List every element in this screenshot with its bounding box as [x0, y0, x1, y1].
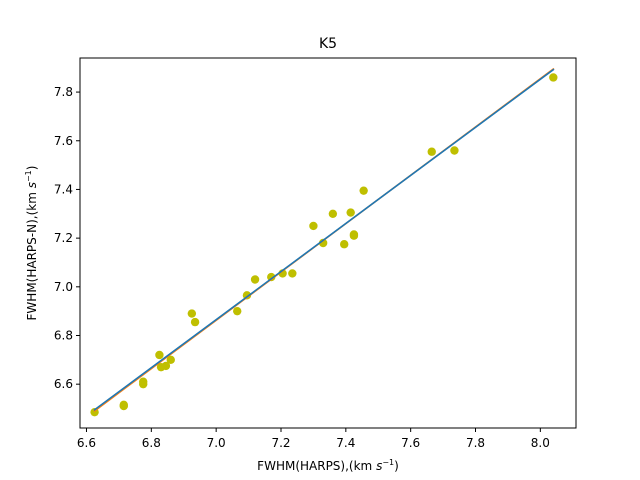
data-point [450, 146, 459, 155]
x-axis-ticks: 6.6 6.8 7.0 7.2 7.4 7.6 7.8 8.0 [77, 428, 550, 450]
data-point [309, 221, 318, 231]
y-axis-label-text: FWHM(HARPS-N),(km [25, 188, 39, 320]
data-point [328, 209, 338, 218]
x-tick-label: 7.2 [271, 436, 290, 450]
data-point [346, 208, 355, 217]
data-point [359, 186, 368, 195]
y-axis-label-unit: s [25, 182, 39, 188]
x-axis-label-close: ) [394, 459, 399, 473]
data-point [155, 350, 164, 360]
data-point [288, 269, 297, 278]
data-point [233, 306, 242, 316]
data-point [161, 361, 171, 371]
x-tick-label: 8.0 [531, 436, 550, 450]
x-axis-label-text: FWHM(HARPS),(km [257, 459, 376, 473]
y-tick-label: 6.8 [54, 329, 73, 343]
data-point [250, 275, 260, 284]
x-tick-label: 6.8 [142, 436, 161, 450]
data-point [187, 309, 197, 318]
data-point [119, 401, 128, 411]
data-point [349, 231, 359, 240]
y-axis-label-close: ) [25, 166, 39, 171]
fit-line [93, 68, 555, 411]
y-tick-label: 7.6 [54, 134, 73, 148]
x-tick-label: 6.6 [77, 436, 96, 450]
y-tick-label: 7.2 [54, 231, 73, 245]
y-axis-label-exponent: −1 [24, 170, 33, 182]
data-point [340, 240, 349, 249]
x-axis-label: FWHM(HARPS),(km s−1) [257, 458, 399, 473]
x-tick-label: 7.4 [336, 436, 355, 450]
data-point [190, 317, 200, 327]
data-point [166, 355, 175, 365]
plot-area [90, 67, 558, 417]
x-tick-label: 7.6 [401, 436, 420, 450]
y-tick-label: 7.8 [54, 85, 73, 99]
y-axis-label: FWHM(HARPS-N),(km s−1) [24, 166, 39, 321]
x-axis-label-unit: s [376, 459, 382, 473]
y-tick-label: 7.4 [54, 182, 73, 196]
x-tick-label: 7.0 [207, 436, 226, 450]
x-axis-label-exponent: −1 [382, 458, 394, 467]
y-tick-label: 7.0 [54, 280, 73, 294]
chart-title: K5 [319, 36, 337, 52]
y-tick-label: 6.6 [54, 377, 73, 391]
data-point [427, 147, 436, 156]
axes-frame [79, 57, 577, 429]
x-tick-label: 7.8 [466, 436, 485, 450]
data-point [267, 272, 276, 282]
y-axis-ticks: 6.6 6.8 7.0 7.2 7.4 7.6 7.8 [54, 85, 80, 391]
data-point [139, 377, 148, 386]
data-point [549, 73, 558, 82]
